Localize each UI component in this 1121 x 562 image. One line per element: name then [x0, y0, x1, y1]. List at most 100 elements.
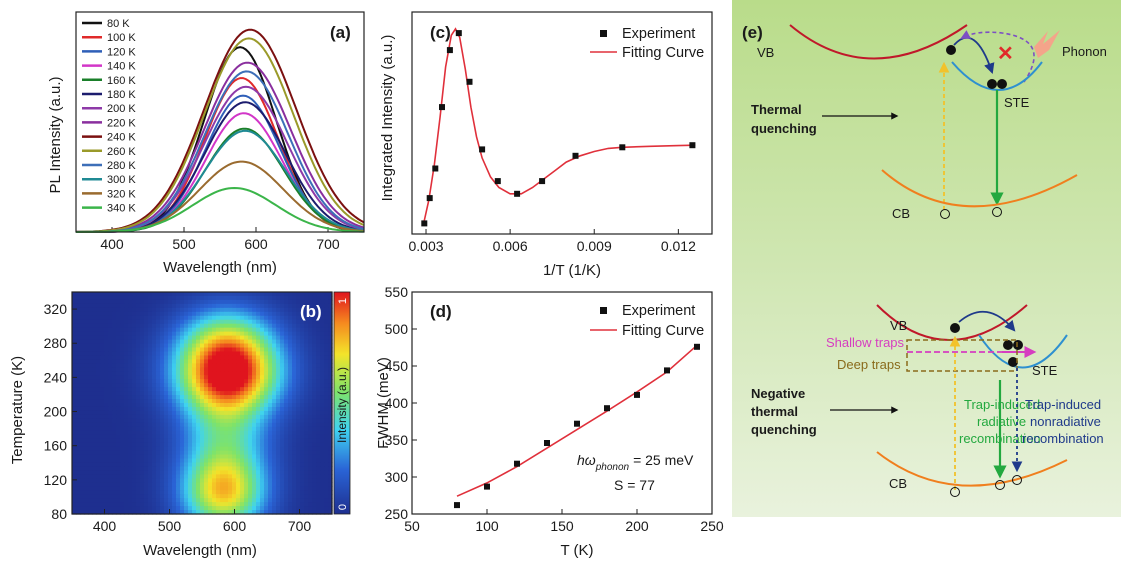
heatmap-cell	[304, 347, 309, 353]
heatmap-cell	[292, 510, 297, 515]
heatmap-cell	[164, 450, 169, 456]
heatmap-cell	[212, 395, 217, 400]
heatmap-cell	[220, 303, 225, 309]
heatmap-cell	[236, 292, 241, 297]
heatmap-cell	[244, 319, 249, 325]
heatmap-cell	[184, 379, 189, 384]
heatmap-cell	[172, 486, 177, 491]
heatmap-cell	[100, 442, 105, 448]
heatmap-cell	[192, 315, 197, 321]
heatmap-cell	[288, 379, 293, 384]
heatmap-cell	[156, 367, 161, 372]
heatmap-cell	[136, 383, 141, 388]
heatmap-cell	[188, 410, 193, 416]
heatmap-cell	[292, 466, 297, 471]
heatmap-cell	[104, 486, 109, 491]
heatmap-cell	[144, 315, 149, 321]
heatmap-cell	[152, 319, 157, 325]
heatmap-cell	[216, 303, 221, 309]
heatmap-cell	[160, 486, 165, 491]
heatmap-cell	[232, 506, 237, 511]
heatmap-cell	[324, 482, 329, 487]
heatmap-cell	[228, 478, 233, 483]
heatmap-cell	[192, 494, 197, 499]
heatmap-cell	[308, 327, 313, 333]
heatmap-cell	[228, 315, 233, 321]
heatmap-cell	[252, 426, 257, 432]
heatmap-cell	[264, 371, 269, 376]
heatmap-cell	[304, 391, 309, 396]
heatmap-cell	[180, 498, 185, 503]
heatmap-cell	[124, 403, 129, 408]
heatmap-cell	[116, 331, 121, 337]
heatmap-cell	[308, 410, 313, 416]
heatmap-cell	[76, 458, 81, 464]
heatmap-cell	[168, 430, 173, 436]
heatmap-cell	[284, 363, 289, 368]
heatmap-cell	[320, 331, 325, 337]
heatmap-cell	[188, 510, 193, 515]
heatmap-cell	[116, 335, 121, 341]
heatmap-cell	[196, 371, 201, 376]
heatmap-cell	[124, 450, 129, 456]
heatmap-cell	[324, 395, 329, 400]
panel-d-tag: (d)	[430, 302, 452, 321]
heatmap-cell	[124, 414, 129, 420]
heatmap-cell	[160, 391, 165, 396]
heatmap-cell	[220, 462, 225, 468]
heatmap-cell	[256, 506, 261, 511]
heatmap-cell	[216, 454, 221, 460]
heatmap-cell	[232, 454, 237, 460]
heatmap-cell	[128, 351, 133, 357]
heatmap-cell	[300, 292, 305, 297]
heatmap-cell	[272, 482, 277, 487]
heatmap-cell	[128, 410, 133, 416]
heatmap-cell	[220, 327, 225, 333]
heatmap-cell	[328, 422, 333, 428]
heatmap-cell	[180, 486, 185, 491]
heatmap-cell	[236, 470, 241, 475]
heatmap-cell	[284, 462, 289, 468]
nonradiative-label-2: nonradiative	[1030, 414, 1101, 429]
heatmap-cell	[248, 399, 253, 404]
heatmap-cell	[216, 311, 221, 317]
heatmap-cell	[228, 442, 233, 448]
heatmap-cell	[88, 442, 93, 448]
heatmap-cell	[276, 498, 281, 503]
heatmap-cell	[136, 498, 141, 503]
heatmap-cell	[184, 395, 189, 400]
heatmap-cell	[180, 379, 185, 384]
heatmap-cell	[300, 474, 305, 479]
heatmap-cell	[132, 299, 137, 305]
heatmap-cell	[224, 375, 229, 380]
heatmap-cell	[100, 458, 105, 464]
heatmap-cell	[252, 498, 257, 503]
heatmap-cell	[132, 426, 137, 432]
heatmap-cell	[156, 311, 161, 317]
heatmap-cell	[132, 422, 137, 428]
heatmap-cell	[320, 379, 325, 384]
heatmap-cell	[212, 478, 217, 483]
heatmap-cell	[80, 363, 85, 368]
heatmap-cell	[232, 442, 237, 448]
heatmap-cell	[292, 414, 297, 420]
heatmap-cell	[96, 339, 101, 345]
heatmap-cell	[232, 395, 237, 400]
heatmap-cell	[80, 458, 85, 464]
heatmap-cell	[220, 498, 225, 503]
heatmap-cell	[304, 299, 309, 305]
heatmap-cell	[296, 375, 301, 380]
heatmap-cell	[176, 498, 181, 503]
heatmap-cell	[188, 359, 193, 364]
heatmap-cell	[96, 379, 101, 384]
heatmap-cell	[276, 426, 281, 432]
heatmap-cell	[120, 486, 125, 491]
heatmap-cell	[204, 494, 209, 499]
heatmap-cell	[224, 343, 229, 349]
heatmap-cell	[316, 327, 321, 333]
heatmap-cell	[240, 319, 245, 325]
heatmap-cell	[236, 351, 241, 357]
heatmap-cell	[300, 399, 305, 404]
heatmap-cell	[288, 466, 293, 471]
heatmap-cell	[272, 299, 277, 305]
